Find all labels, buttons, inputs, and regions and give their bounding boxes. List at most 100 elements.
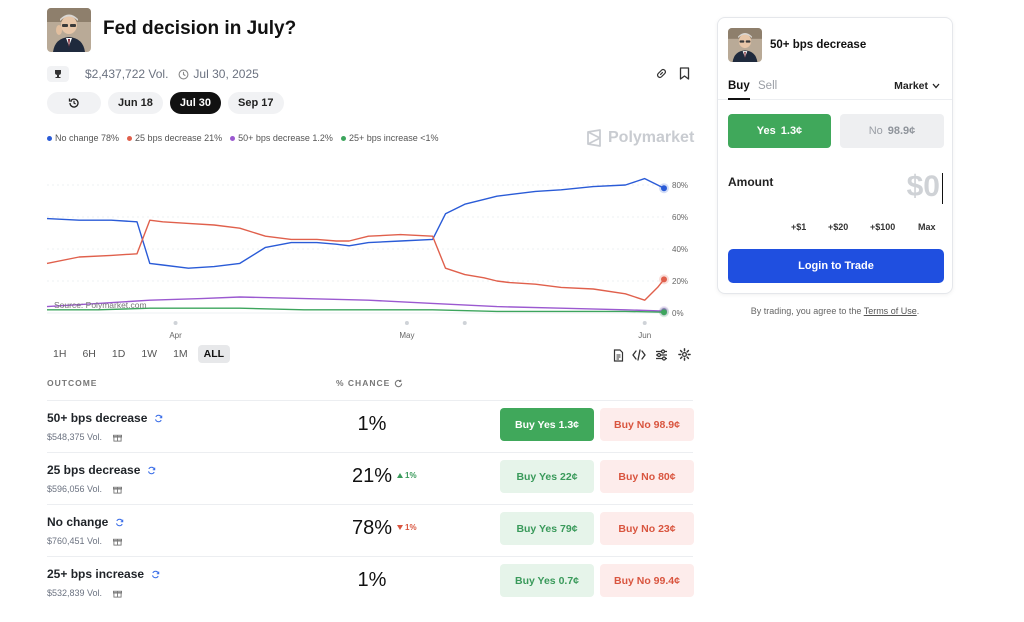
clock-icon (178, 69, 189, 80)
market-title: Fed decision in July? (103, 18, 297, 39)
buy-no-button[interactable]: Buy No 98.9¢ (600, 408, 694, 441)
sync-icon (115, 518, 124, 527)
x-tick-dot (404, 321, 409, 325)
embed-code-icon[interactable] (632, 348, 646, 362)
panel-yes-button[interactable]: Yes 1.3¢ (728, 114, 831, 148)
buy-no-button[interactable]: Buy No 80¢ (600, 460, 694, 493)
chevron-down-icon (932, 83, 940, 89)
market-meta: $2,437,722 Vol. Jul 30, 2025 (47, 66, 259, 82)
market-end-date: Jul 30, 2025 (193, 67, 259, 81)
table-row[interactable]: 25 bps decrease $596,056 Vol. 21% 1% Buy Yes… (47, 452, 694, 504)
gear-icon[interactable] (677, 347, 691, 361)
date-tab-jul-30[interactable]: Jul 30 (169, 92, 222, 114)
outcome-volume: $596,056 Vol. (47, 484, 123, 494)
y-tick-label: 80% (672, 181, 688, 190)
range-tab-all[interactable]: ALL (197, 345, 231, 363)
polymarket-logo-icon (586, 129, 602, 147)
buy-yes-button[interactable]: Buy Yes 79¢ (500, 512, 594, 545)
sell-tab[interactable]: Sell (758, 80, 778, 92)
buy-yes-button[interactable]: Buy Yes 0.7¢ (500, 564, 594, 597)
history-icon (68, 97, 80, 109)
buy-tab[interactable]: Buy (728, 80, 750, 92)
panel-title: 50+ bps decrease (770, 39, 867, 51)
outcome-name: 50+ bps decrease (47, 411, 163, 425)
trophy-icon (47, 66, 69, 82)
outcome-volume: $532,839 Vol. (47, 588, 123, 598)
series-line-1 (46, 219, 665, 301)
buy-yes-button[interactable]: Buy Yes 1.3¢ (500, 408, 594, 441)
date-tab-jun-18[interactable]: Jun 18 (108, 92, 163, 114)
table-row[interactable]: 25+ bps increase $532,839 Vol. 1% Buy Yes 0… (47, 556, 694, 608)
x-tick-dot (462, 321, 467, 325)
outcome-header: OUTCOME (47, 378, 98, 388)
x-tick-label: May (399, 331, 414, 340)
terms-of-use-link[interactable]: Terms of Use (863, 306, 917, 316)
date-tab-sep-17[interactable]: Sep 17 (228, 92, 284, 114)
link-icon[interactable] (654, 66, 668, 80)
document-icon[interactable] (611, 348, 625, 362)
range-tab-1w[interactable]: 1W (141, 348, 158, 360)
outcome-change: 1% (397, 471, 417, 480)
range-tab-1m[interactable]: 1M (173, 348, 188, 360)
x-tick-dot (173, 321, 178, 325)
x-tick-dot (642, 321, 647, 325)
legend-item-25-increase: 25+ bps increase <1% (340, 133, 439, 143)
sliders-icon[interactable] (654, 348, 668, 362)
refresh-icon[interactable] (394, 379, 403, 388)
market-volume: $2,437,722 Vol. (85, 67, 169, 81)
outcome-change: 1% (397, 523, 417, 532)
range-tab-1d[interactable]: 1D (111, 348, 126, 360)
outcome-volume: $548,375 Vol. (47, 432, 123, 442)
sync-icon (147, 466, 156, 475)
outcome-name: 25 bps decrease (47, 463, 156, 477)
outcome-chance: 21% (351, 465, 393, 487)
y-tick-label: 20% (672, 277, 688, 286)
gift-icon (113, 433, 123, 442)
chart-source-label: Source: Polymarket.com (54, 300, 147, 310)
range-tab-6h[interactable]: 6H (82, 348, 96, 360)
legend-item-no-change: No change 78% (47, 133, 119, 143)
price-chart[interactable]: 0% 20% 40% 60% 80% Apr May Jun Source: Polymarke… (0, 150, 700, 345)
x-tick-label: Apr (169, 331, 182, 340)
outcome-volume: $760,451 Vol. (47, 536, 123, 546)
history-button[interactable] (47, 92, 101, 114)
y-tick-label: 60% (672, 213, 688, 222)
bookmark-icon[interactable] (677, 66, 691, 80)
login-to-trade-button[interactable]: Login to Trade (728, 249, 944, 283)
amount-caret (942, 173, 943, 204)
panel-avatar (728, 28, 762, 62)
chance-header: % CHANCE (336, 378, 403, 388)
order-type-select[interactable]: Market (894, 80, 940, 92)
outcome-name: 25+ bps increase (47, 567, 160, 581)
table-row[interactable]: No change $760,451 Vol. 78% 1% Buy Yes 79¢ Bu… (47, 504, 694, 556)
outcome-chance: 1% (357, 569, 387, 591)
series-end-dot-0 (661, 185, 667, 192)
buy-tab-underline (728, 98, 750, 100)
series-end-dot-1 (661, 276, 667, 283)
range-tab-1h[interactable]: 1H (53, 348, 67, 360)
market-avatar (47, 8, 91, 52)
quick-add-20-button[interactable]: +$20 (828, 222, 849, 232)
buy-yes-button[interactable]: Buy Yes 22¢ (500, 460, 594, 493)
terms-notice: By trading, you agree to the Terms of Us… (750, 306, 920, 316)
table-row[interactable]: 50+ bps decrease $548,375 Vol. 1% Buy Yes 1… (47, 400, 694, 452)
panel-no-button[interactable]: No 98.9¢ (840, 114, 944, 148)
arrow-down-icon (397, 525, 403, 530)
series-line-0 (46, 177, 665, 269)
amount-input[interactable]: $0 (906, 170, 940, 203)
arrow-up-icon (397, 473, 403, 478)
buy-no-button[interactable]: Buy No 23¢ (600, 512, 694, 545)
time-range-tabs: 1H 6H 1D 1W 1M ALL (47, 345, 231, 363)
quick-max-button[interactable]: Max (918, 222, 936, 232)
quick-add-1-button[interactable]: +$1 (791, 222, 807, 232)
sync-icon (151, 570, 160, 579)
outcome-chance: 1% (357, 413, 387, 435)
x-tick-label: Jun (638, 331, 651, 340)
quick-add-100-button[interactable]: +$100 (870, 222, 896, 232)
gift-icon (113, 485, 123, 494)
buy-no-button[interactable]: Buy No 99.4¢ (600, 564, 694, 597)
date-tabs: Jun 18 Jul 30 Sep 17 (47, 92, 284, 114)
chart-legend: No change 78% 25 bps decrease 21% 50+ bp… (47, 133, 439, 143)
series-end-dot-3 (661, 309, 667, 316)
series-line-3 (47, 307, 665, 313)
